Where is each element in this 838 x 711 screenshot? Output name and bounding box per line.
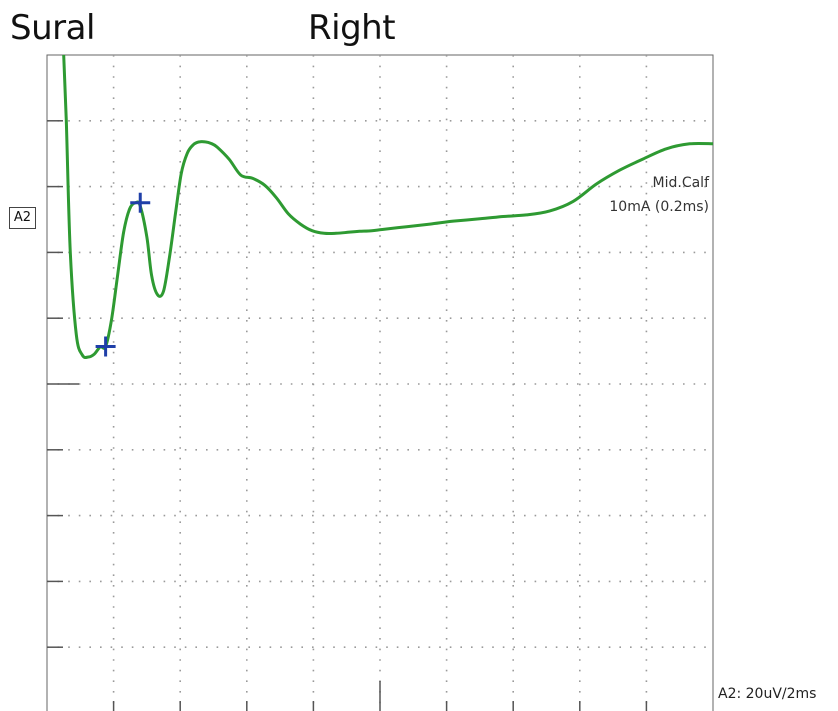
side-title: Right — [308, 8, 396, 48]
channel-label[interactable]: A2 — [9, 207, 36, 229]
plot-frame — [46, 54, 714, 711]
stim-intensity-label: 10mA (0.2ms) — [609, 199, 709, 215]
marker-onset[interactable] — [95, 336, 116, 357]
grid-layer — [47, 55, 713, 711]
tick-layer — [47, 120, 648, 711]
marker-peak[interactable] — [130, 192, 151, 213]
sensitivity-label: A2: 20uV/2ms — [718, 686, 817, 702]
stim-site-label: Mid.Calf — [653, 175, 711, 191]
nerve-title: Sural — [10, 8, 95, 48]
marker-layer — [95, 192, 151, 357]
waveform-trace — [62, 54, 714, 359]
